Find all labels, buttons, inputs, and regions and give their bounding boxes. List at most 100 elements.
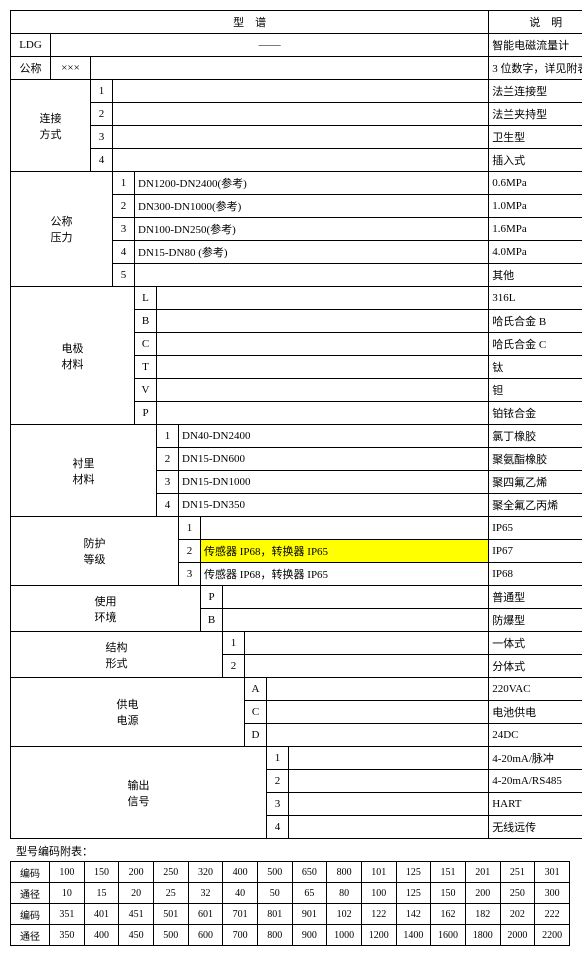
gc-code: 公称 <box>11 57 51 80</box>
env-desc: 防爆型 <box>489 609 582 632</box>
app-cell: 162 <box>431 904 466 925</box>
out-desc: 4-20mA/脉冲 <box>489 747 582 770</box>
app-cell: 40 <box>223 883 258 904</box>
app-cell: 500 <box>257 862 292 883</box>
app-cell: 182 <box>465 904 500 925</box>
app-cell: 200 <box>119 862 154 883</box>
ip-v <box>201 517 489 540</box>
app-cell: 800 <box>327 862 362 883</box>
liner-v: DN15-DN600 <box>179 448 489 471</box>
app-cell: 25 <box>153 883 188 904</box>
ip-n: 3 <box>179 563 201 586</box>
elec-label: 电极 材料 <box>11 287 135 425</box>
app-cell: 450 <box>119 925 154 946</box>
liner-n: 1 <box>157 425 179 448</box>
app-cell: 50 <box>257 883 292 904</box>
app-cell: 1200 <box>361 925 396 946</box>
power-n: A <box>245 678 267 701</box>
ldg-code: LDG <box>11 34 51 57</box>
app-cell: 351 <box>50 904 85 925</box>
out-desc: 无线远传 <box>489 816 582 839</box>
press-desc: 4.0MPa <box>489 241 582 264</box>
header-desc: 说 明 <box>489 11 582 34</box>
app-cell: 300 <box>535 883 570 904</box>
env-label: 使用 环境 <box>11 586 201 632</box>
liner-v: DN15-DN350 <box>179 494 489 517</box>
app-cell: 900 <box>292 925 327 946</box>
liner-desc: 氯丁橡胶 <box>489 425 582 448</box>
ip-v: 传感器 IP68，转换器 IP65 <box>201 540 489 563</box>
app-cell: 700 <box>223 925 258 946</box>
press-v: DN15-DN80 (参考) <box>135 241 489 264</box>
conn-desc: 插入式 <box>489 149 582 172</box>
conn-desc: 卫生型 <box>489 126 582 149</box>
liner-n: 3 <box>157 471 179 494</box>
liner-desc: 聚全氟乙丙烯 <box>489 494 582 517</box>
gc-desc: 3 位数字，详见附表 <box>489 57 582 80</box>
press-v <box>135 264 489 287</box>
app-cell: 102 <box>327 904 362 925</box>
liner-label: 衬里 材料 <box>11 425 157 517</box>
app-cell: 32 <box>188 883 223 904</box>
app-cell: 350 <box>50 925 85 946</box>
press-desc: 0.6MPa <box>489 172 582 195</box>
ldg-desc: 智能电磁流量计 <box>489 34 582 57</box>
elec-n: T <box>135 356 157 379</box>
struct-desc: 一体式 <box>489 632 582 655</box>
conn-n: 3 <box>91 126 113 149</box>
app-cell: 65 <box>292 883 327 904</box>
app-cell: 301 <box>535 862 570 883</box>
ip-label: 防护 等级 <box>11 517 179 586</box>
press-v: DN1200-DN2400(参考) <box>135 172 489 195</box>
elec-desc: 铂铱合金 <box>489 402 582 425</box>
header-spec: 型 谱 <box>11 11 489 34</box>
press-n: 5 <box>113 264 135 287</box>
app-cell: 15 <box>84 883 119 904</box>
ip-desc: IP68 <box>489 563 582 586</box>
ldg-val: —— <box>51 34 489 57</box>
press-desc: 其他 <box>489 264 582 287</box>
liner-n: 4 <box>157 494 179 517</box>
app-cell: 2000 <box>500 925 535 946</box>
app-cell: 222 <box>535 904 570 925</box>
app-cell: 125 <box>396 862 431 883</box>
app-cell: 650 <box>292 862 327 883</box>
app-cell: 122 <box>361 904 396 925</box>
app-cell: 1800 <box>465 925 500 946</box>
ip-desc: IP67 <box>489 540 582 563</box>
elec-desc: 哈氏合金 C <box>489 333 582 356</box>
elec-desc: 钛 <box>489 356 582 379</box>
conn-n: 1 <box>91 80 113 103</box>
power-label: 供电 电源 <box>11 678 245 747</box>
app-label: 编码 <box>11 904 50 925</box>
app-label: 编码 <box>11 862 50 883</box>
elec-desc: 316L <box>489 287 582 310</box>
app-cell: 400 <box>223 862 258 883</box>
app-cell: 201 <box>465 862 500 883</box>
liner-desc: 聚四氟乙烯 <box>489 471 582 494</box>
out-n: 1 <box>267 747 289 770</box>
app-cell: 250 <box>500 883 535 904</box>
conn-label: 连接 方式 <box>11 80 91 172</box>
power-n: C <box>245 701 267 724</box>
elec-desc: 钽 <box>489 379 582 402</box>
power-desc: 电池供电 <box>489 701 582 724</box>
app-label: 通径 <box>11 883 50 904</box>
app-cell: 125 <box>396 883 431 904</box>
ip-v: 传感器 IP68，转换器 IP65 <box>201 563 489 586</box>
spec-table: 型 谱 说 明 LDG —— 智能电磁流量计 公称 ××× 3 位数字，详见附表… <box>10 10 582 839</box>
appendix-title: 型号编码附表： <box>16 843 572 859</box>
elec-n: B <box>135 310 157 333</box>
elec-n: V <box>135 379 157 402</box>
app-label: 通径 <box>11 925 50 946</box>
conn-desc: 法兰连接型 <box>489 80 582 103</box>
app-cell: 151 <box>431 862 466 883</box>
appendix-table: 编码10015020025032040050065080010112515120… <box>10 861 570 946</box>
app-cell: 601 <box>188 904 223 925</box>
env-n: B <box>201 609 223 632</box>
env-desc: 普通型 <box>489 586 582 609</box>
struct-label: 结构 形式 <box>11 632 223 678</box>
app-cell: 451 <box>119 904 154 925</box>
out-n: 2 <box>267 770 289 793</box>
conn-desc: 法兰夹持型 <box>489 103 582 126</box>
